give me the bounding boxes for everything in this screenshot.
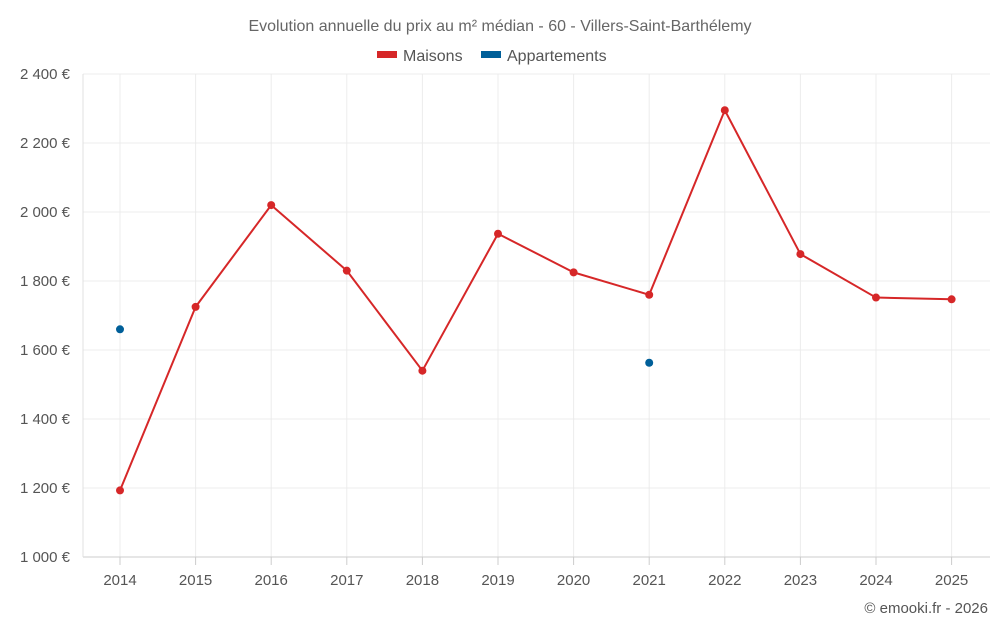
data-point-maisons[interactable] (342, 266, 351, 275)
x-tick-label: 2018 (406, 572, 439, 589)
chart-title: Evolution annuelle du prix au m² médian … (248, 18, 751, 35)
data-point-maisons[interactable] (796, 250, 805, 259)
y-tick-label: 1 800 € (20, 273, 71, 290)
data-point-maisons[interactable] (569, 268, 578, 277)
x-tick-label: 2023 (784, 572, 817, 589)
credit-text: © emooki.fr - 2026 (864, 600, 988, 617)
legend-label-maisons[interactable]: Maisons (403, 48, 463, 65)
data-point-maisons[interactable] (116, 486, 124, 495)
data-point-maisons[interactable] (418, 366, 427, 375)
x-tick-label: 2017 (330, 572, 363, 589)
data-point-maisons[interactable] (720, 106, 729, 115)
x-tick-label: 2014 (103, 572, 136, 589)
x-tick-label: 2020 (557, 572, 590, 589)
series-line-maisons (119, 109, 952, 491)
data-point-maisons[interactable] (191, 302, 200, 311)
data-point-maisons[interactable] (494, 229, 502, 238)
plot-area: 1 000 € 1 200 € 1 400 € 1 600 € 1 800 € 2 000… (20, 66, 990, 589)
y-tick-label: 2 400 € (20, 66, 71, 83)
y-tick-label: 1 200 € (20, 480, 71, 497)
x-tick-label: 2019 (481, 572, 514, 589)
x-tick-label: 2022 (708, 572, 741, 589)
legend-label-appartements[interactable]: Appartements (507, 48, 607, 65)
y-tick-label: 2 000 € (20, 204, 71, 221)
legend-swatch-appartements (481, 51, 501, 58)
x-tick-label: 2024 (859, 572, 892, 589)
data-point-appartements[interactable] (645, 358, 654, 367)
data-point-maisons[interactable] (645, 290, 654, 299)
data-point-maisons[interactable] (872, 293, 880, 302)
data-point-maisons[interactable] (267, 201, 276, 210)
y-tick-label: 2 200 € (20, 135, 71, 152)
x-tick-label: 2015 (179, 572, 212, 589)
y-tick-label: 1 000 € (20, 549, 71, 566)
y-tick-label: 1 400 € (20, 411, 71, 428)
y-tick-label: 1 600 € (20, 342, 71, 359)
x-tick-label: 2016 (255, 572, 288, 589)
legend: Maisons Appartements (377, 48, 607, 65)
x-tick-label: 2021 (633, 572, 666, 589)
x-tick-label: 2025 (935, 572, 968, 589)
data-point-appartements[interactable] (116, 325, 124, 334)
data-point-maisons[interactable] (947, 295, 956, 304)
legend-swatch-maisons (377, 51, 397, 58)
